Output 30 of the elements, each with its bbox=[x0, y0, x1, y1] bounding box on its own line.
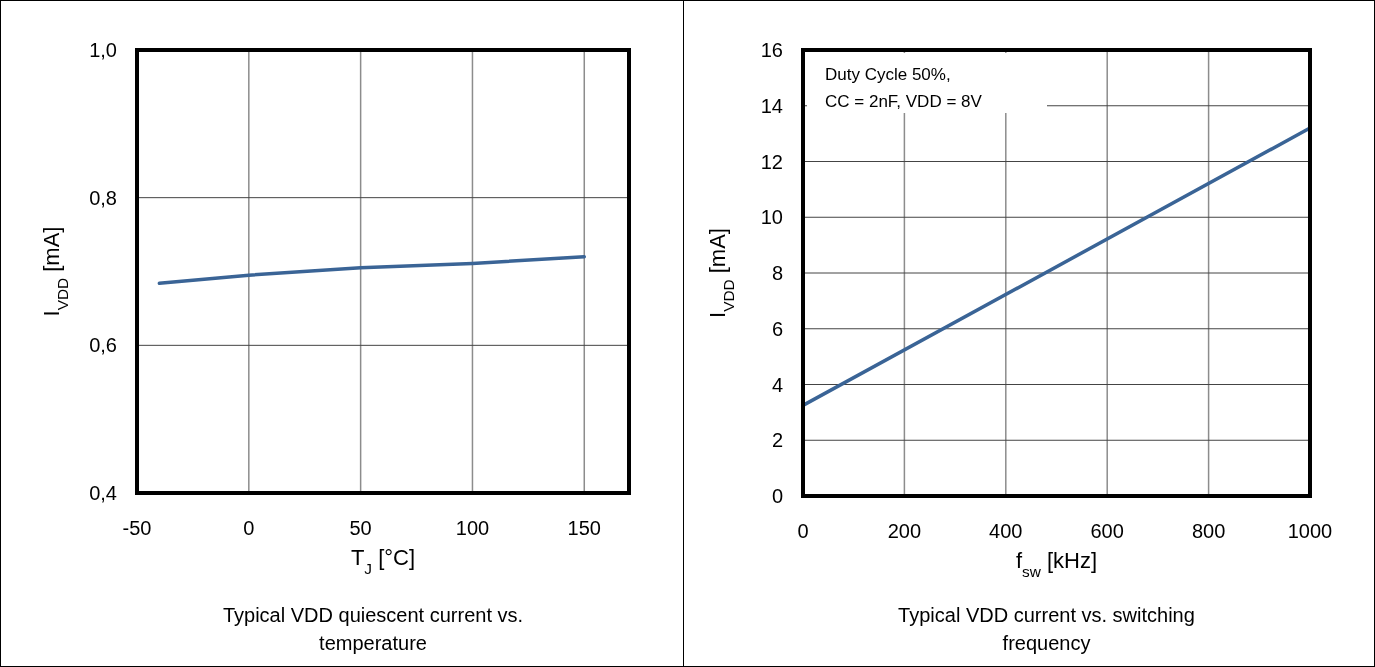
x-tick-label: 800 bbox=[1191, 520, 1226, 542]
x-tick-label: 150 bbox=[567, 517, 601, 539]
y-tick-label: 0,6 bbox=[89, 334, 117, 357]
y-tick-label: 2 bbox=[771, 429, 783, 452]
y-tick-label: 10 bbox=[760, 206, 783, 229]
y-tick-label: 0,8 bbox=[89, 186, 117, 209]
text: Typical VDD quiescent current vs. temperature bbox=[222, 604, 524, 654]
y-tick-label: 12 bbox=[760, 150, 783, 173]
x-tick-label: 100 bbox=[455, 517, 490, 539]
x-tick-label: 1000 bbox=[1287, 520, 1333, 542]
y-tick-label: 16 bbox=[760, 39, 783, 61]
y-tick-label: 6 bbox=[771, 317, 783, 340]
x-tick-label: 200 bbox=[887, 520, 922, 542]
x-axis-title: f$_{sw}$ [kHz] bbox=[1015, 548, 1098, 580]
y-tick-label: 8 bbox=[771, 262, 783, 284]
y-tick-label: 1,0 bbox=[89, 39, 117, 61]
y-tick-label: 0 bbox=[771, 485, 783, 507]
y-tick-label: 4 bbox=[771, 373, 783, 396]
line-series bbox=[157, 254, 587, 286]
annotation: Duty Cycle 50%, CC = 2nF, VDD = 8V bbox=[825, 65, 983, 111]
x-tick-label: 600 bbox=[1090, 520, 1124, 542]
x-axis-title: T$_{J}$ [°C] bbox=[350, 545, 416, 577]
x-tick-label: -50 bbox=[122, 517, 152, 539]
x-tick-label: 400 bbox=[989, 520, 1023, 542]
x-tick-label: 0 bbox=[797, 520, 809, 542]
y-tick-label: 14 bbox=[760, 94, 783, 117]
x-tick-label: 0 bbox=[243, 517, 255, 539]
y-tick-label: 0,4 bbox=[89, 482, 117, 504]
x-tick-label: 50 bbox=[349, 517, 372, 539]
text: Typical VDD current vs. switching frequency bbox=[898, 604, 1195, 654]
